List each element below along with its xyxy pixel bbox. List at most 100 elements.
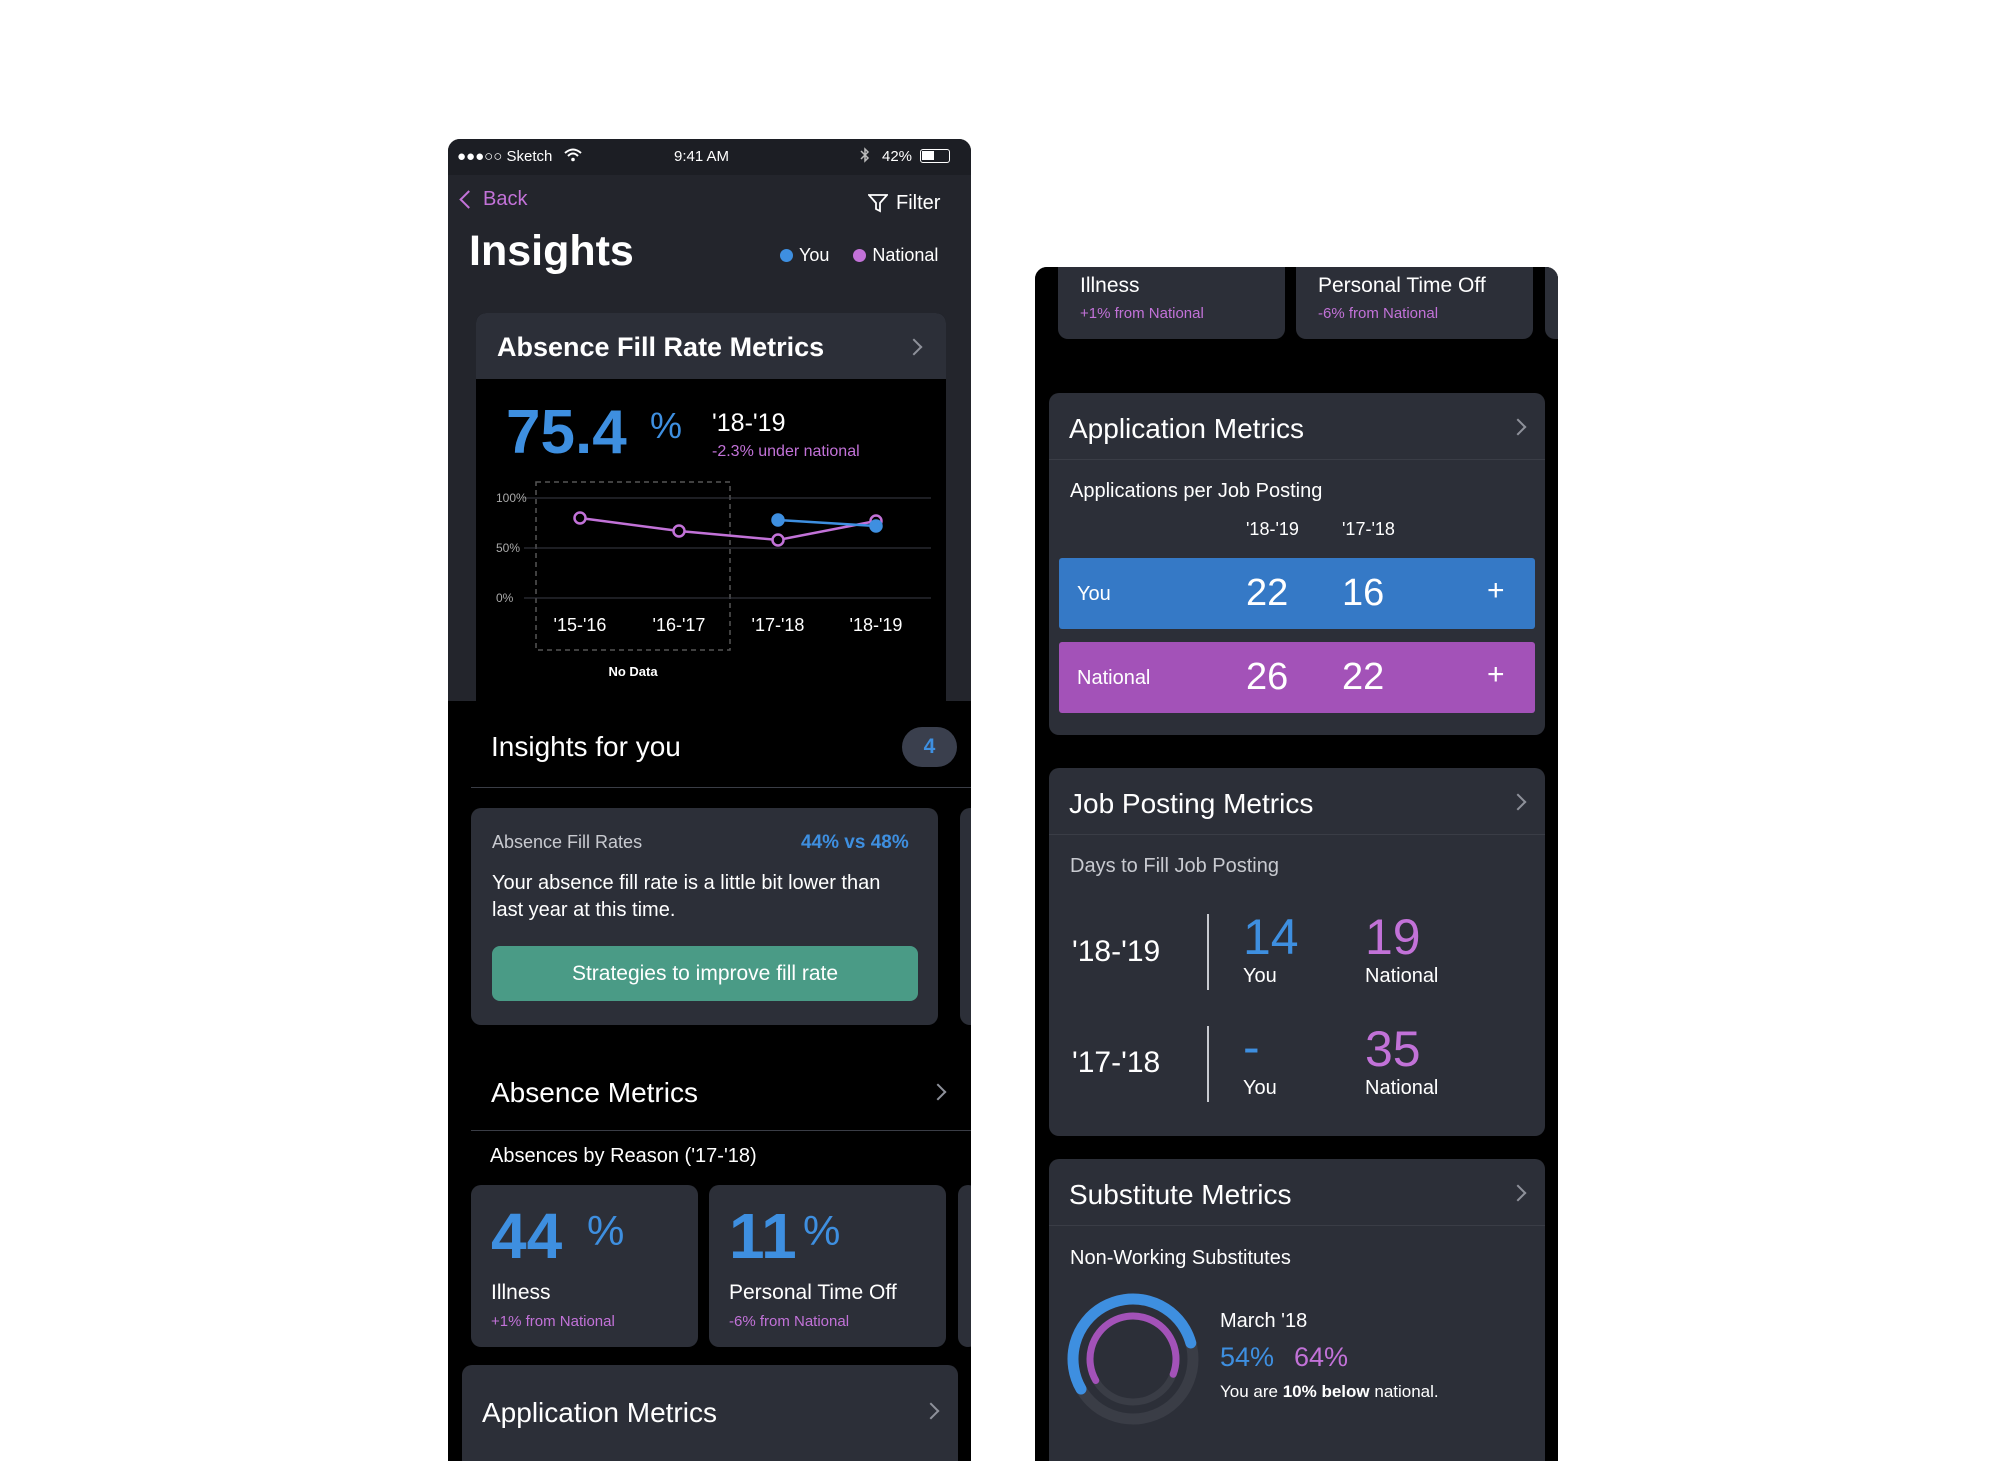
battery-percent: 42% [882, 148, 913, 165]
back-button[interactable]: Back [459, 185, 528, 213]
battery-icon [920, 149, 950, 163]
tile-delta: +1% from National [491, 1313, 615, 1330]
chevron-right-icon[interactable] [1509, 418, 1527, 436]
absence-tile-personal[interactable]: 11 % Personal Time Off -6% from National [709, 1185, 946, 1347]
tile-delta: +1% from National [1080, 305, 1204, 322]
wifi-icon [564, 148, 582, 162]
row-value-2: 22 [1342, 656, 1385, 698]
divider [471, 1130, 971, 1131]
card-title: Application Metrics [482, 1397, 717, 1428]
application-metrics-card: Application Metrics Applications per Job… [1049, 393, 1545, 735]
substitute-summary: You are 10% below national. [1220, 1382, 1439, 1402]
data-point [869, 519, 883, 533]
no-data-region [535, 481, 731, 651]
legend-you-label: You [799, 245, 830, 265]
row-value-2: 16 [1342, 572, 1385, 614]
y-tick-label: 50% [496, 541, 520, 555]
x-tick-label: '18-'19 [850, 615, 903, 635]
divider-vertical [1207, 1026, 1209, 1102]
chevron-right-icon [922, 1402, 940, 1420]
application-row-you[interactable]: You 22 16 + [1059, 558, 1535, 629]
data-point [771, 533, 785, 547]
fill-rate-card[interactable]: Absence Fill Rate Metrics 75.4 % '18-'19… [476, 313, 946, 680]
expand-plus-icon[interactable]: + [1487, 574, 1505, 607]
ring-national-arc [1086, 1312, 1180, 1406]
insight-card-compare: 44% vs 48% [801, 832, 909, 853]
chevron-right-icon[interactable] [1509, 793, 1527, 811]
tile-personal[interactable]: Personal Time Off -6% from National [1296, 267, 1533, 339]
x-tick-label: '16-'17 [653, 615, 706, 635]
tile-delta: -6% from National [729, 1313, 850, 1330]
absence-metrics-title: Absence Metrics [491, 1077, 698, 1108]
y-tick-label: 0% [496, 591, 514, 605]
summary-pre: You are [1220, 1382, 1283, 1401]
data-point [771, 513, 785, 527]
strategies-button[interactable]: Strategies to improve fill rate [492, 946, 918, 1001]
row-value-1: 26 [1246, 656, 1289, 698]
card-title: Job Posting Metrics [1069, 788, 1314, 819]
chevron-left-icon [459, 189, 478, 209]
substitute-month: March '18 [1220, 1310, 1308, 1332]
tile-label: Personal Time Off [729, 1281, 897, 1304]
insight-card[interactable]: Absence Fill Rates 44% vs 48% Your absen… [471, 808, 938, 1025]
job-national-value: 19 [1365, 909, 1421, 965]
chevron-right-icon[interactable] [1509, 1184, 1527, 1202]
fill-rate-unit: % [650, 405, 683, 446]
tile-delta: -6% from National [1318, 305, 1439, 322]
filter-icon [868, 194, 888, 213]
phone-screen-insights: ●●●○○ Sketch 9:41 AM 42% Back Filter Ins… [448, 139, 971, 1461]
divider-vertical [1207, 914, 1209, 990]
application-metrics-card-bottom[interactable]: Application Metrics [462, 1365, 958, 1461]
y-tick-label: 100% [496, 491, 527, 505]
job-you-value: 14 [1243, 909, 1299, 965]
back-label: Back [483, 187, 528, 210]
substitute-national-pct: 64% [1294, 1342, 1349, 1372]
job-posting-card: Job Posting Metrics Days to Fill Job Pos… [1049, 768, 1545, 1136]
card-subtitle: Non-Working Substitutes [1070, 1247, 1291, 1269]
insight-card-label: Absence Fill Rates [492, 832, 643, 852]
scroll-content: Insights for you 4 Absence Fill Rates 44… [448, 701, 971, 1461]
next-insight-card-peek[interactable] [960, 808, 971, 1025]
summary-post: national. [1369, 1382, 1439, 1401]
tile-unit: % [587, 1207, 625, 1254]
status-bar: ●●●○○ Sketch 9:41 AM 42% [448, 139, 971, 175]
x-tick-label: '15-'16 [554, 615, 607, 635]
application-row-national[interactable]: National 26 22 + [1059, 642, 1535, 713]
tile-illness[interactable]: Illness +1% from National [1058, 267, 1285, 339]
card-title: Application Metrics [1069, 413, 1304, 444]
tile-value: 11 [729, 1200, 797, 1272]
bluetooth-icon [860, 147, 870, 163]
substitute-ring-chart [1067, 1293, 1199, 1425]
filter-button[interactable]: Filter [868, 189, 940, 217]
tile-value: 44 [491, 1200, 563, 1272]
card-title: Substitute Metrics [1069, 1179, 1292, 1210]
data-point [672, 524, 686, 538]
job-national-value: 35 [1365, 1021, 1421, 1077]
carrier-label: ●●●○○ Sketch [457, 148, 553, 165]
series-line-national [579, 516, 877, 542]
series-line-you [777, 518, 877, 528]
job-you-label: You [1243, 1077, 1277, 1099]
fill-rate-delta: -2.3% under national [712, 443, 860, 460]
next-tile-peek[interactable] [958, 1185, 971, 1347]
job-you-value: - [1243, 1019, 1260, 1075]
data-point [573, 511, 587, 525]
chevron-right-icon[interactable] [929, 1083, 947, 1101]
fill-rate-value: 75.4 [506, 398, 627, 467]
job-row-period: '18-'19 [1072, 935, 1161, 968]
insight-card-text: Your absence fill rate is a little bit l… [492, 872, 881, 921]
job-row-period: '17-'18 [1072, 1046, 1161, 1079]
column-header: '18-'19 [1246, 519, 1299, 539]
row-label: You [1077, 583, 1111, 605]
tile-unit: % [803, 1207, 841, 1254]
filter-label: Filter [896, 191, 941, 214]
tile-label: Illness [1080, 274, 1140, 297]
insights-title: Insights for you [491, 731, 681, 762]
tiles-strip: Illness +1% from National Personal Time … [1035, 267, 1558, 357]
absence-tile-illness[interactable]: 44 % Illness +1% from National [471, 1185, 698, 1347]
expand-plus-icon[interactable]: + [1487, 658, 1505, 691]
divider [471, 787, 971, 788]
substitute-card: Substitute Metrics Non-Working Substitut… [1049, 1159, 1545, 1461]
next-tile-peek[interactable] [1545, 267, 1558, 339]
divider [1049, 459, 1545, 460]
